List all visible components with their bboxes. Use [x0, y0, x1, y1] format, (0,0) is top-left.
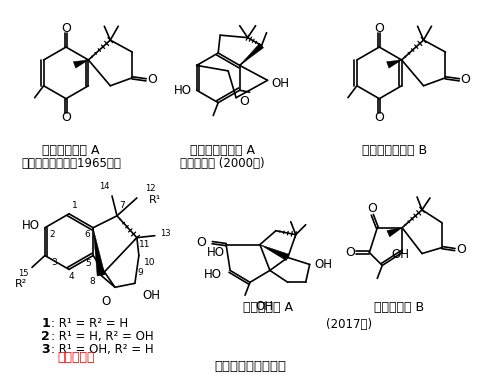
Polygon shape: [260, 245, 290, 261]
Text: HO: HO: [174, 84, 192, 97]
Polygon shape: [387, 228, 402, 237]
Text: 15: 15: [18, 269, 29, 279]
Text: 12: 12: [145, 184, 156, 193]
Text: 8: 8: [90, 277, 95, 287]
Text: R²: R²: [14, 279, 27, 289]
Text: エノキタケ (2000年): エノキタケ (2000年): [180, 157, 264, 170]
Text: OH: OH: [255, 300, 273, 313]
Text: 4: 4: [68, 272, 74, 282]
Text: 2: 2: [49, 230, 54, 239]
Polygon shape: [93, 228, 105, 276]
Text: 14: 14: [100, 182, 110, 191]
Text: : R¹ = R² = H: : R¹ = R² = H: [51, 317, 128, 330]
Text: ヒトヨール A: ヒトヨール A: [243, 301, 293, 314]
Text: ヒトヨタケ類　（1965年）: ヒトヨタケ類 （1965年）: [21, 157, 121, 170]
Text: HO: HO: [207, 245, 225, 258]
Text: ラゴポディン A: ラゴポディン A: [42, 144, 100, 157]
Text: 7: 7: [119, 201, 124, 210]
Text: OH: OH: [143, 289, 161, 302]
Text: O: O: [374, 22, 384, 35]
Text: O: O: [374, 111, 384, 124]
Text: 13: 13: [160, 229, 170, 238]
Polygon shape: [74, 60, 88, 68]
Text: O: O: [460, 73, 470, 86]
Text: エノキポディン A: エノキポディン A: [190, 144, 254, 157]
Text: 10: 10: [144, 258, 156, 266]
Text: 5: 5: [86, 258, 91, 267]
Text: 6: 6: [84, 230, 90, 239]
Text: （本研究）: （本研究）: [57, 351, 94, 364]
Text: エノキポディン B: エノキポディン B: [362, 144, 427, 157]
Text: ヒトヨール B: ヒトヨール B: [374, 301, 424, 314]
Polygon shape: [240, 43, 264, 66]
Text: OH: OH: [391, 248, 409, 261]
Text: 11: 11: [139, 240, 150, 249]
Text: OH: OH: [314, 258, 332, 271]
Text: O: O: [147, 73, 157, 86]
Text: (2017年): (2017年): [326, 317, 372, 331]
Text: 1: 1: [41, 317, 50, 330]
Text: O: O: [61, 22, 71, 35]
Text: O: O: [368, 202, 378, 215]
Text: O: O: [102, 295, 111, 308]
Text: 2: 2: [41, 330, 50, 343]
Text: O: O: [196, 236, 206, 249]
Text: 3: 3: [51, 258, 57, 266]
Text: O: O: [239, 95, 249, 108]
Text: R¹: R¹: [149, 195, 161, 205]
Text: : R¹ = OH, R² = H: : R¹ = OH, R² = H: [51, 343, 154, 356]
Text: O: O: [61, 111, 71, 124]
Text: 3: 3: [41, 343, 50, 356]
Text: ウシグソヒトヨタケ: ウシグソヒトヨタケ: [214, 360, 286, 373]
Text: 1: 1: [72, 201, 78, 210]
Text: : R¹ = H, R² = OH: : R¹ = H, R² = OH: [51, 330, 154, 343]
Polygon shape: [386, 60, 402, 68]
Text: O: O: [456, 243, 466, 256]
Text: HO: HO: [204, 268, 222, 281]
Text: 9: 9: [137, 268, 142, 277]
Text: OH: OH: [272, 77, 289, 90]
Text: HO: HO: [22, 219, 40, 232]
Text: O: O: [346, 246, 356, 259]
